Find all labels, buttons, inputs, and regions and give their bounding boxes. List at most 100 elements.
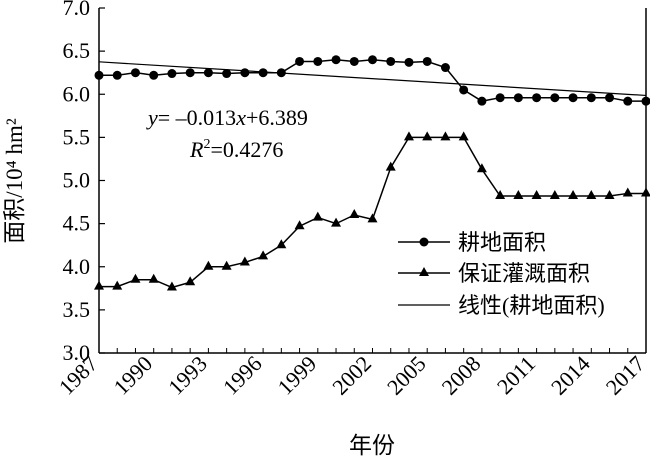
data-point (513, 190, 524, 200)
legend-label-cropland: 耕地面积 (458, 230, 546, 255)
data-point (568, 93, 578, 103)
x-tick-label: 2011 (492, 351, 540, 399)
data-point (623, 96, 633, 106)
data-point (166, 281, 177, 291)
data-point (641, 187, 650, 197)
r2-sup: 2 (203, 137, 210, 152)
data-point (295, 56, 305, 66)
equation-const: +6.389 (246, 105, 308, 130)
data-point (440, 63, 450, 73)
trendline (98, 61, 647, 97)
legend: 耕地面积 保证灌溉面积 线性(耕地面积) (398, 230, 605, 318)
data-point (258, 68, 268, 78)
x-axis-title: 年份 (349, 433, 395, 458)
svg-text:y= –0.013x+6.389: y= –0.013x+6.389 (146, 105, 308, 130)
data-point (276, 239, 287, 249)
data-point (367, 213, 378, 223)
legend-item-cropland: 耕地面积 (398, 230, 546, 255)
x-tick-label: 1999 (273, 351, 322, 400)
x-tick-label: 1993 (163, 351, 212, 400)
data-point (148, 273, 159, 283)
data-point (586, 93, 596, 103)
y-ticks: 3.0 3.5 4.0 4.5 5.0 5.5 6.0 6.5 7.0 (63, 0, 105, 365)
data-point (258, 250, 269, 260)
data-point (532, 93, 542, 103)
y-tick-label: 5.0 (63, 168, 91, 193)
x-tick-label: 2008 (437, 351, 486, 400)
data-point (550, 93, 560, 103)
data-point (641, 96, 650, 106)
legend-label-irrigated: 保证灌溉面积 (458, 261, 590, 286)
data-point (185, 276, 196, 286)
y-tick-label: 3.0 (63, 340, 91, 365)
series-1 (94, 131, 650, 291)
x-tick-label: 2005 (382, 351, 431, 400)
data-point (586, 190, 597, 200)
r2-value: =0.4276 (210, 137, 283, 162)
data-point (477, 96, 487, 106)
svg-text:R2=0.4276: R2=0.4276 (189, 137, 283, 162)
data-point (404, 57, 414, 67)
data-point (495, 190, 506, 200)
data-point (386, 56, 396, 66)
data-point (239, 256, 250, 266)
data-point (185, 68, 195, 78)
x-tick-label: 1990 (108, 351, 157, 400)
data-point (422, 131, 433, 141)
data-point (294, 220, 305, 230)
y-tick-label: 6.0 (63, 81, 91, 106)
x-tick-label: 2017 (601, 351, 650, 400)
data-point (203, 68, 213, 78)
series-0 (94, 55, 650, 106)
r2-r: R (189, 137, 204, 162)
y-axis-title: 面积/10⁴ hm² (2, 118, 27, 244)
data-point (568, 190, 579, 200)
data-point (605, 93, 615, 103)
data-point (94, 70, 104, 80)
data-point (112, 280, 123, 290)
x-tick-label: 1987 (54, 351, 103, 400)
data-point (167, 69, 177, 79)
data-point (459, 85, 469, 95)
data-point (476, 163, 487, 173)
data-point (368, 55, 377, 65)
data-point (331, 55, 341, 65)
series-2 (98, 61, 647, 97)
x-tick-label: 2002 (327, 351, 376, 400)
legend-circle-marker (419, 237, 429, 247)
y-tick-label: 4.0 (63, 254, 91, 279)
data-point (203, 260, 214, 270)
data-point (458, 131, 469, 141)
data-point (531, 190, 542, 200)
data-point (349, 56, 359, 66)
x-tick-label: 1996 (218, 351, 267, 400)
data-point (513, 93, 523, 103)
data-point (604, 190, 615, 200)
data-point (403, 131, 414, 141)
data-point (112, 70, 122, 80)
data-point (622, 187, 633, 197)
data-point (440, 131, 451, 141)
data-point (349, 209, 360, 218)
legend-item-irrigated: 保证灌溉面积 (398, 261, 590, 286)
data-point (549, 190, 560, 200)
data-point (130, 273, 141, 283)
trendline-equation: y= –0.013x+6.389 R2=0.4276 (146, 105, 308, 162)
data-point (240, 68, 250, 78)
y-tick-label: 5.5 (63, 124, 91, 149)
data-point (130, 68, 140, 78)
data-point (222, 69, 232, 79)
x-tick-label: 2014 (546, 351, 595, 400)
data-point (331, 217, 342, 227)
y-tick-label: 6.5 (63, 38, 91, 63)
data-point (313, 56, 323, 66)
data-point (312, 211, 323, 221)
series-layer (94, 55, 650, 291)
data-point (385, 161, 396, 171)
y-tick-label: 3.5 (63, 297, 91, 322)
data-point (149, 70, 159, 80)
data-point (221, 260, 232, 270)
legend-triangle-marker (419, 267, 429, 276)
y-tick-label: 4.5 (63, 211, 91, 236)
